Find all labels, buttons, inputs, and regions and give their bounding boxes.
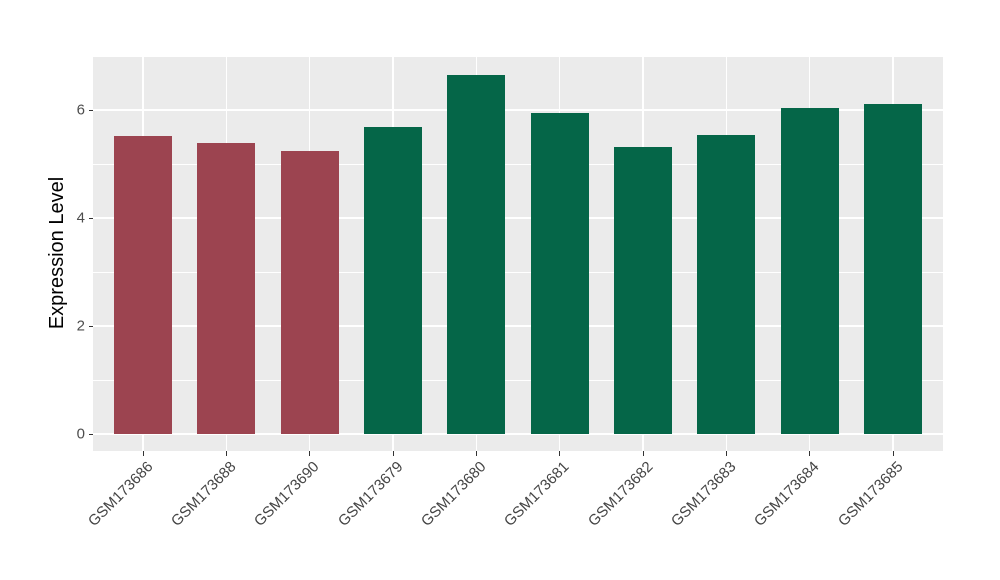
x-axis-tick-GSM173688 bbox=[225, 451, 227, 456]
x-tick-label-GSM173686: GSM173686 bbox=[84, 458, 157, 530]
y-axis-tick-2 bbox=[88, 325, 93, 327]
minor-gridline-y3 bbox=[93, 271, 943, 273]
y-tick-label-6: 6 bbox=[76, 101, 85, 119]
y-axis-tick-6 bbox=[88, 109, 93, 111]
plot-area bbox=[93, 56, 943, 451]
major-gridline-y2 bbox=[93, 325, 943, 327]
x-axis-tick-GSM173682 bbox=[642, 451, 644, 456]
y-tick-label-4: 4 bbox=[76, 209, 85, 227]
major-gridline-y6 bbox=[93, 109, 943, 111]
x-axis-tick-GSM173690 bbox=[309, 451, 311, 456]
y-axis-tick-0 bbox=[88, 433, 93, 435]
x-tick-label-GSM173688: GSM173688 bbox=[168, 458, 240, 530]
major-gridline-y0 bbox=[93, 433, 943, 435]
bar-GSM173679 bbox=[364, 127, 422, 434]
major-gridline-y4 bbox=[93, 217, 943, 219]
x-tick-label-GSM173690: GSM173690 bbox=[251, 458, 323, 530]
x-axis-tick-GSM173686 bbox=[142, 451, 144, 456]
bar-GSM173680 bbox=[447, 74, 506, 434]
x-tick-label-GSM173684: GSM173684 bbox=[751, 458, 823, 530]
bar-GSM173683 bbox=[697, 134, 756, 434]
x-tick-label-GSM173683: GSM173683 bbox=[668, 458, 740, 530]
x-axis-tick-GSM173685 bbox=[892, 451, 894, 456]
x-axis-tick-GSM173680 bbox=[475, 451, 477, 456]
x-tick-label-GSM173682: GSM173682 bbox=[584, 458, 657, 530]
x-axis-tick-GSM173681 bbox=[559, 451, 561, 456]
x-tick-label-GSM173679: GSM173679 bbox=[334, 458, 407, 530]
x-axis-tick-GSM173684 bbox=[809, 451, 811, 456]
bar-GSM173685 bbox=[864, 103, 922, 434]
minor-gridline-y1 bbox=[93, 379, 943, 381]
y-tick-label-2: 2 bbox=[76, 317, 85, 335]
bar-GSM173688 bbox=[197, 143, 256, 434]
y-axis-title: Expression Level bbox=[46, 176, 68, 330]
x-tick-label-GSM173680: GSM173680 bbox=[418, 458, 490, 530]
y-axis-tick-4 bbox=[88, 217, 93, 219]
y-tick-label-0: 0 bbox=[76, 425, 85, 443]
bar-GSM173690 bbox=[280, 150, 339, 434]
x-axis-tick-GSM173683 bbox=[725, 451, 727, 456]
bar-GSM173681 bbox=[530, 113, 589, 434]
bar-GSM173682 bbox=[614, 147, 672, 434]
x-axis-tick-GSM173679 bbox=[392, 451, 394, 456]
x-tick-label-GSM173685: GSM173685 bbox=[834, 458, 907, 530]
bar-GSM173686 bbox=[114, 135, 172, 434]
minor-gridline-y5 bbox=[93, 163, 943, 165]
bar-GSM173684 bbox=[780, 108, 839, 434]
x-tick-label-GSM173681: GSM173681 bbox=[501, 458, 573, 530]
